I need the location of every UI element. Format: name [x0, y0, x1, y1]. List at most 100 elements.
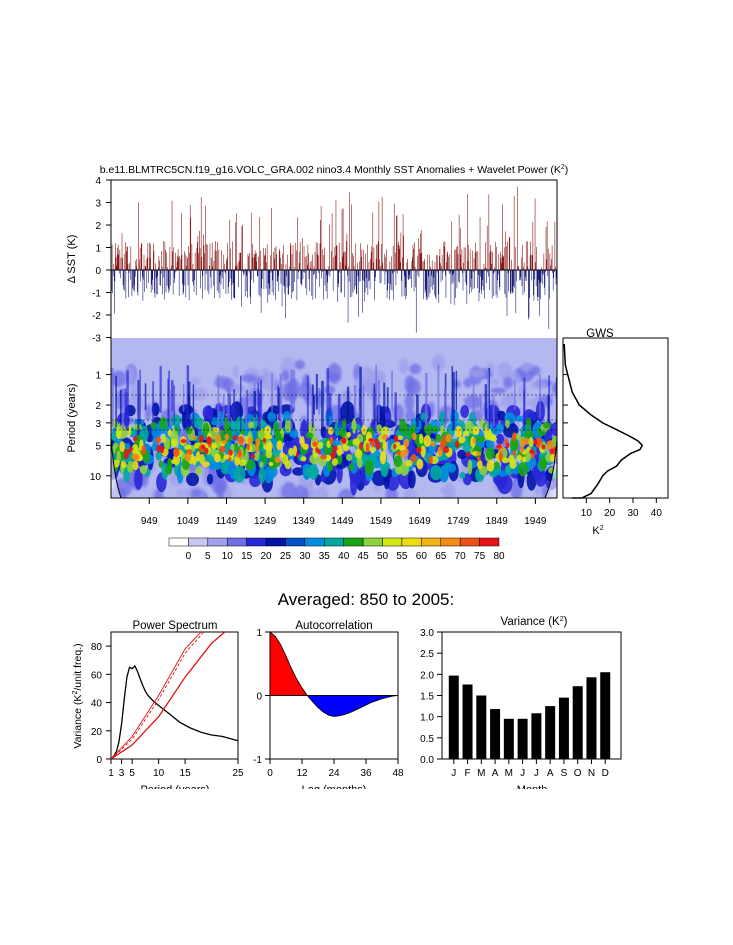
wavelet-power-contour: [139, 465, 148, 475]
wavelet-streak: [173, 385, 175, 425]
colorbar-label: 5: [205, 551, 211, 562]
wavelet-power-contour: [201, 444, 206, 450]
wavelet-power-contour: [132, 460, 139, 471]
variance-bar: [462, 684, 473, 759]
gws-panel: GWS 10 20 30 40 K2: [562, 328, 669, 537]
wavelet-low-power: [490, 387, 507, 394]
wavelet-power-contour: [192, 455, 197, 466]
wavelet-power-contour: [237, 435, 245, 445]
wavelet-streak: [233, 389, 236, 422]
variance-bar: [558, 697, 569, 759]
negative-anomaly-bars: [111, 270, 557, 333]
colorbar-label: 45: [358, 551, 370, 562]
wavelet-streak: [312, 394, 316, 415]
wavelet-power-contour: [238, 448, 242, 458]
wavelet-streak: [416, 394, 419, 427]
gws-x-tick-label: 10: [581, 508, 593, 519]
wavelet-power-contour: [517, 461, 528, 477]
wavelet-power-contour: [184, 444, 192, 451]
ps-y-tick-label: 0: [96, 755, 102, 766]
wavelet-power-contour: [346, 453, 353, 462]
var-x-tick-label: S: [561, 768, 568, 779]
power-spectrum-title: Power Spectrum: [132, 620, 217, 632]
wavelet-streak: [492, 394, 495, 426]
year-x-tick-label: 1449: [331, 516, 354, 527]
var-x-tick-label: J: [520, 768, 525, 779]
wavelet-panel: 1 2 3 5 10 949 1049 1149 1249 1349 1449 1549 1649 17…: [66, 338, 558, 527]
wavelet-streak: [424, 372, 428, 427]
wavelet-power-contour: [228, 456, 232, 463]
ps-y-tick-label: 20: [91, 727, 103, 738]
wavelet-power-contour: [393, 443, 397, 450]
wavelet-y-label: Period (years): [66, 383, 78, 452]
autocorrelation-fill: [269, 631, 399, 717]
variance-bar: [600, 672, 611, 759]
wavelet-power-contour: [368, 437, 374, 442]
wavelet-power-contour: [379, 452, 387, 465]
wavelet-power-contour: [223, 454, 230, 460]
wavelet-streak: [373, 383, 376, 426]
wavelet-power-contour: [315, 446, 319, 454]
colorbar-swatch: [285, 537, 306, 547]
sst-y-tick-label: 1: [95, 244, 101, 255]
var-y-tick-label: 3.0: [420, 628, 434, 639]
wavelet-streak: [375, 364, 378, 432]
wavelet-power-contour: [284, 460, 292, 470]
var-y-tick-label: 0.5: [420, 734, 434, 745]
wavelet-power-contour: [431, 426, 440, 433]
ac-x-tick-label: 0: [267, 768, 273, 779]
wavelet-low-power: [439, 487, 453, 494]
variance-bar: [503, 718, 514, 759]
wavelet-streak: [326, 368, 330, 426]
wavelet-power-contour: [155, 436, 162, 444]
wavelet-power-contour: [341, 437, 347, 444]
wavelet-streak: [488, 367, 490, 429]
var-x-tick-label: M: [477, 768, 485, 779]
wavelet-power-contour: [472, 437, 477, 444]
wavelet-power-contour: [317, 441, 324, 449]
wavelet-power-contour: [219, 429, 225, 442]
red-noise-line: [110, 631, 202, 760]
ac-x-tick-label: 48: [392, 768, 404, 779]
wavelet-streak: [472, 381, 475, 420]
year-x-tick-label: 1949: [524, 516, 547, 527]
wavelet-power-contour: [204, 455, 216, 462]
colorbar-swatch: [440, 537, 461, 547]
gws-curve: [563, 344, 644, 499]
wavelet-power-contour: [346, 431, 352, 438]
wavelet-power-contour: [206, 436, 212, 445]
wavelet-power-contour: [247, 437, 253, 444]
gws-x-tick-label: 20: [604, 508, 616, 519]
sst-y-tick-label: 4: [95, 176, 101, 187]
wavelet-power-contour: [354, 449, 363, 459]
wavelet-low-power: [215, 477, 225, 498]
wavelet-power-contour: [245, 459, 255, 471]
wavelet-streak: [337, 393, 341, 429]
var-x-tick-label: A: [492, 768, 499, 779]
wavelet-streak: [187, 381, 191, 427]
wavelet-power-contour: [365, 442, 370, 453]
var-x-tick-label: J: [534, 768, 539, 779]
wavelet-power-contour: [288, 447, 294, 457]
colorbar-label: 50: [377, 551, 389, 562]
sst-bars: [111, 186, 557, 333]
wavelet-power-contour: [158, 460, 164, 468]
wavelet-x-axis: 949 1049 1149 1249 1349 1449 1549 1649 1749 1849 1…: [141, 498, 547, 527]
wavelet-streak: [222, 395, 225, 429]
sst-y-tick-label: -3: [92, 334, 101, 345]
wavelet-power-contour: [119, 440, 125, 453]
wavelet-power-contour: [498, 451, 503, 462]
wavelet-power-contour: [195, 466, 203, 476]
wavelet-power-contour: [264, 425, 272, 436]
wavelet-streak: [169, 389, 172, 428]
gws-x-tick-label: 30: [627, 508, 639, 519]
colorbar-label: 20: [260, 551, 272, 562]
wavelet-power-contour: [375, 442, 381, 450]
wavelet-streak: [253, 391, 256, 418]
wavelet-power-contour: [501, 457, 510, 464]
wavelet-power-contour: [141, 445, 147, 455]
colorbar-swatch: [362, 537, 383, 547]
wavelet-low-power: [487, 378, 501, 386]
wavelet-power-contour: [465, 452, 471, 457]
wavelet-low-power: [190, 488, 202, 498]
